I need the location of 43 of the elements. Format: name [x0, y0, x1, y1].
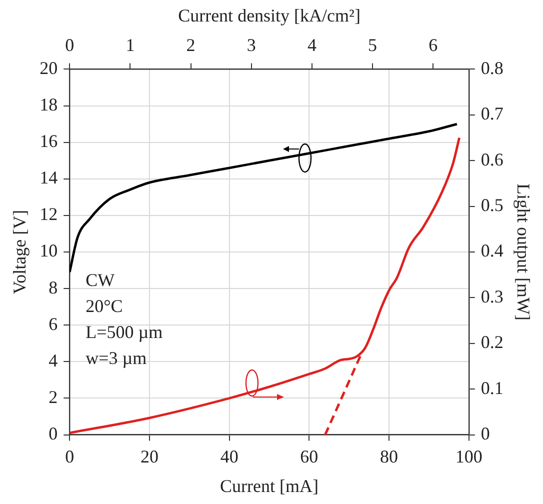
- y2-tick-label: 0.3: [480, 286, 504, 306]
- x2-tick-label: 4: [307, 35, 316, 56]
- annotation: w=3 µm: [86, 348, 147, 368]
- y-tick-label: 16: [40, 131, 58, 152]
- x2-tick-label: 3: [246, 35, 256, 56]
- x-tick-label: 40: [220, 446, 238, 466]
- y-tick-label: 20: [40, 58, 58, 78]
- x2-axis-title: Current density [kA/cm²]: [178, 6, 360, 26]
- y-tick-label: 8: [48, 277, 58, 298]
- x2-tick-label: 2: [186, 35, 196, 56]
- x-tick-label: 100: [455, 446, 482, 466]
- x-axis-title: Current [mA]: [220, 476, 318, 496]
- x2-tick-label: 5: [368, 35, 378, 56]
- x-tick-label: 20: [140, 446, 158, 466]
- line-series: [70, 136, 461, 434]
- y2-tick-label: 0.6: [480, 149, 504, 170]
- x-tick-label: 80: [380, 446, 398, 466]
- annotation: CW: [86, 270, 115, 290]
- annotation: L=500 µm: [86, 322, 163, 342]
- y2-tick-label: 0: [480, 424, 490, 444]
- y2-tick-label: 0.1: [480, 378, 504, 398]
- y2-tick-label: 0.8: [480, 58, 504, 78]
- y2-tick-label: 0.2: [480, 332, 504, 352]
- y-tick-label: 0: [48, 424, 58, 444]
- x2-tick-label: 1: [126, 35, 135, 56]
- x-tick-label: 0: [65, 446, 74, 466]
- x2-tick-label: 0: [65, 35, 74, 56]
- y-tick-label: 18: [40, 94, 58, 114]
- x-tick-label: 60: [300, 446, 318, 466]
- y2-tick-label: 0.4: [480, 240, 504, 261]
- y-tick-label: 14: [40, 168, 58, 188]
- y-tick-label: 4: [48, 350, 58, 370]
- y-tick-label: 6: [48, 314, 58, 334]
- y-tick-label: 2: [48, 386, 58, 407]
- y-tick-label: 10: [40, 240, 58, 261]
- y2-axis-title: Light output [mW]: [513, 184, 534, 320]
- y2-tick-label: 0.5: [480, 195, 504, 216]
- x2-tick-label: 6: [428, 35, 438, 56]
- annotation: 20°C: [86, 296, 123, 316]
- line-series: [70, 122, 458, 274]
- y-axis-title: Voltage [V]: [10, 210, 30, 294]
- y2-tick-label: 0.7: [480, 104, 504, 124]
- y-tick-label: 12: [40, 204, 58, 224]
